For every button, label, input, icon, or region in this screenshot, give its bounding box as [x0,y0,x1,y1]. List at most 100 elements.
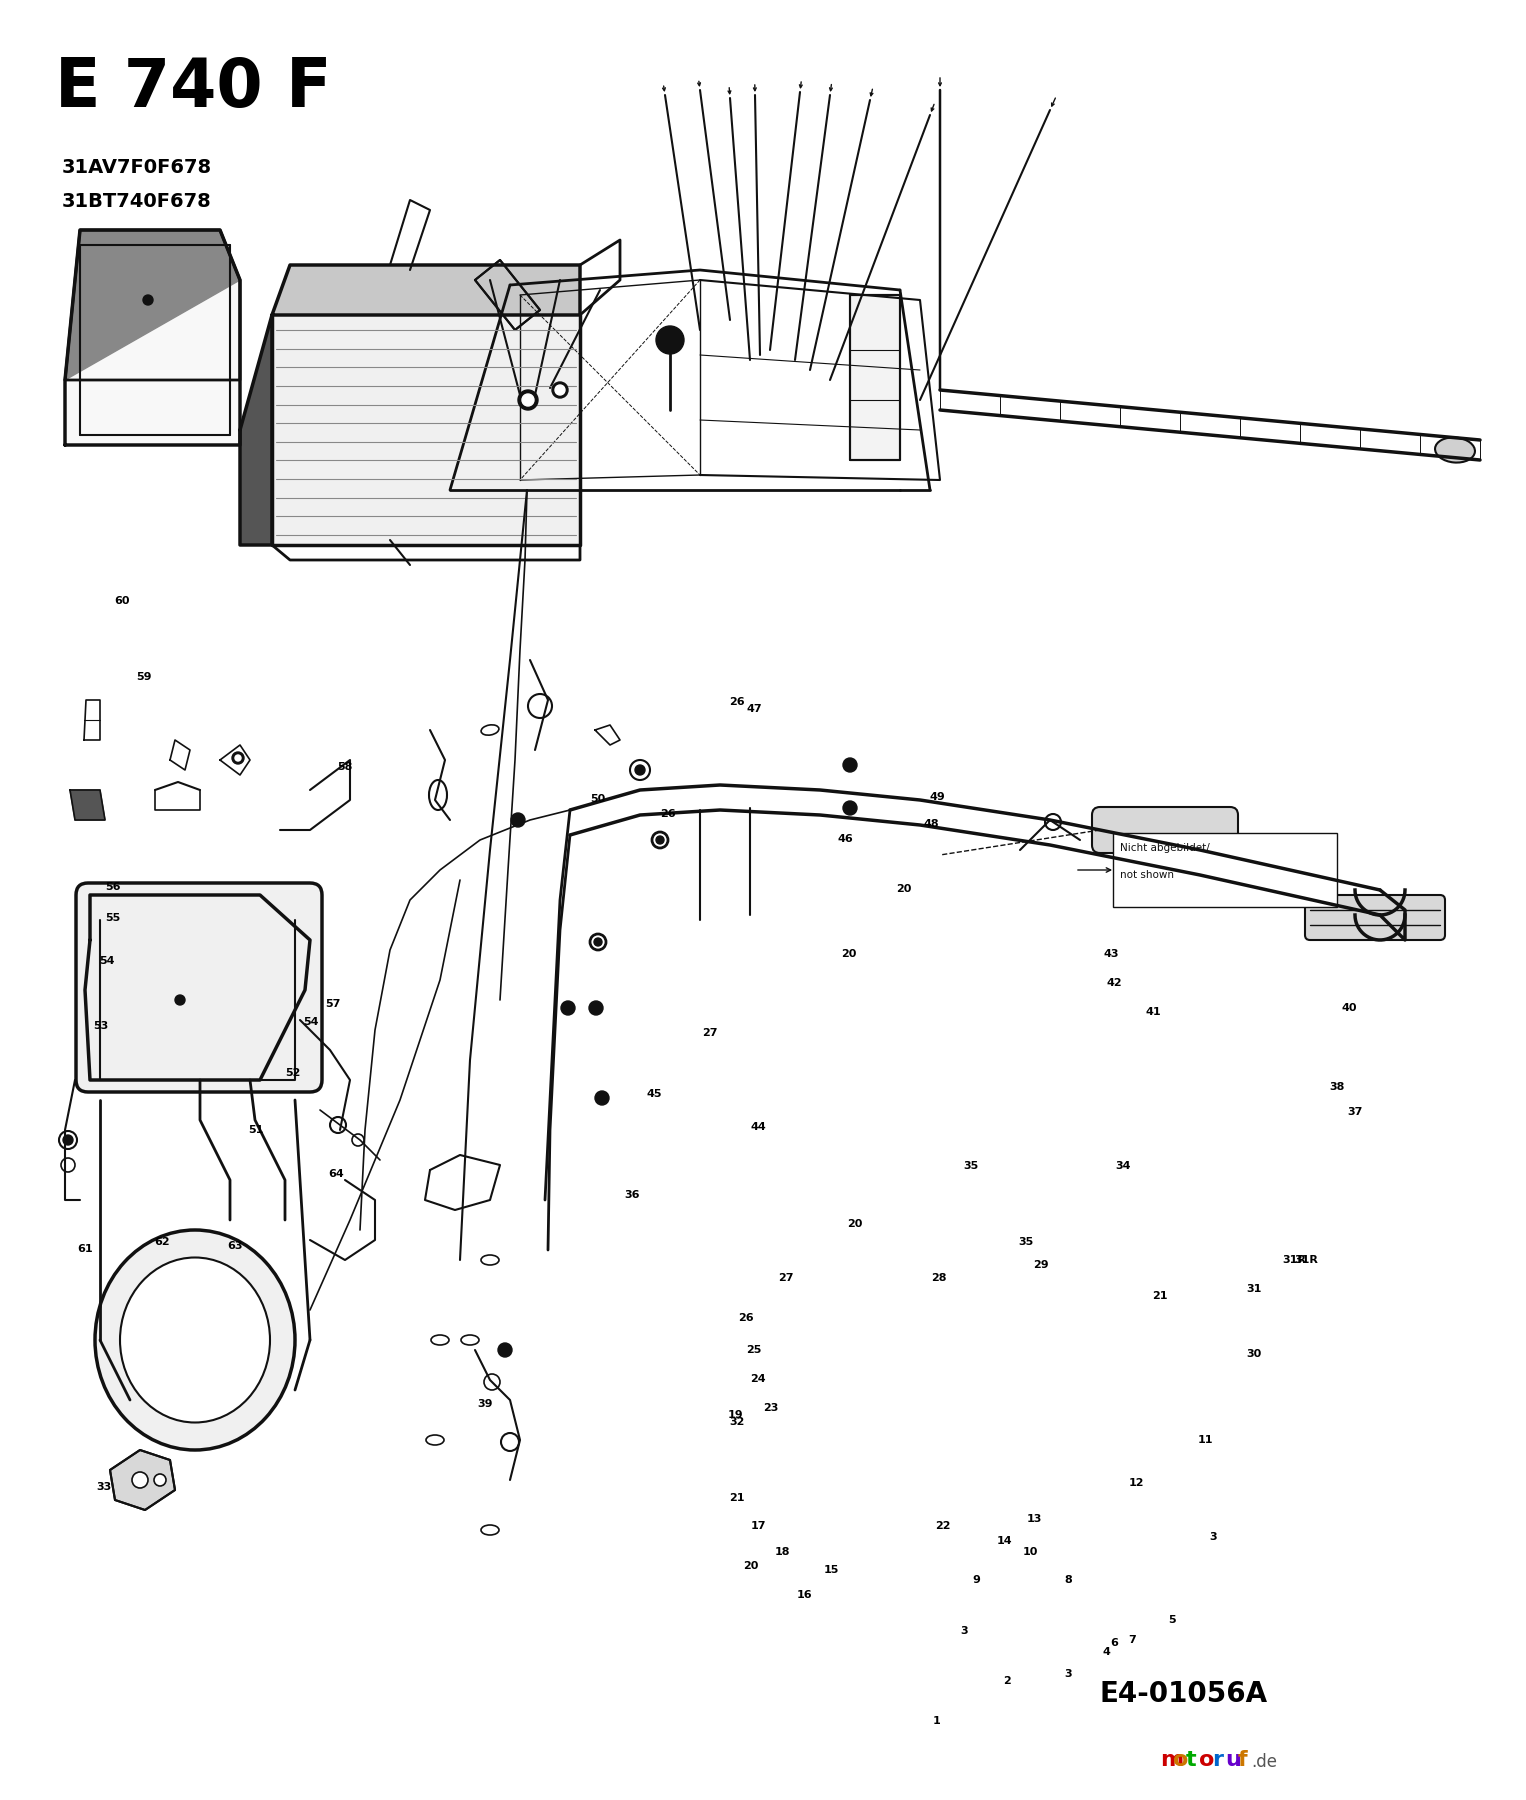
Polygon shape [110,1451,175,1510]
Text: 2: 2 [1003,1676,1012,1687]
Polygon shape [240,315,272,545]
Text: t: t [1186,1750,1196,1769]
Circle shape [232,752,244,763]
Text: 20: 20 [896,884,911,895]
Text: 31R: 31R [1282,1255,1306,1265]
Text: 22: 22 [935,1521,951,1532]
Text: 52: 52 [285,1067,301,1078]
Text: 20: 20 [847,1219,862,1229]
Text: 17: 17 [751,1521,766,1532]
Text: 43: 43 [1103,949,1119,959]
Text: 58: 58 [337,761,353,772]
Circle shape [484,1373,501,1390]
Text: 57: 57 [325,999,340,1010]
Text: 21: 21 [729,1492,745,1503]
Polygon shape [66,230,240,380]
Text: u: u [1225,1750,1241,1769]
Polygon shape [85,895,310,1080]
Text: 54: 54 [99,956,114,967]
Text: 21: 21 [1152,1291,1167,1301]
Circle shape [522,394,534,407]
Circle shape [552,382,568,398]
Text: 28: 28 [931,1273,946,1283]
Text: 44: 44 [751,1121,766,1132]
Text: 27: 27 [778,1273,794,1283]
Circle shape [235,754,241,761]
Text: 59: 59 [136,671,151,682]
Text: 55: 55 [105,913,121,923]
FancyBboxPatch shape [1112,833,1337,907]
Text: 8: 8 [1064,1575,1073,1586]
Circle shape [562,1001,575,1015]
Text: 30: 30 [1247,1348,1262,1359]
Circle shape [517,391,539,410]
Text: 23: 23 [763,1402,778,1413]
Polygon shape [475,259,540,329]
Text: 38: 38 [1329,1082,1344,1093]
FancyBboxPatch shape [1093,806,1238,853]
Circle shape [652,832,668,848]
Text: Nicht abgebildet/: Nicht abgebildet/ [1120,842,1210,853]
Circle shape [60,1130,76,1148]
Text: 49: 49 [929,792,945,803]
Text: 32: 32 [729,1417,745,1427]
Text: 56: 56 [105,882,121,893]
Polygon shape [70,790,105,821]
FancyBboxPatch shape [76,884,322,1093]
Text: 51: 51 [249,1125,264,1136]
Ellipse shape [461,1336,479,1345]
Text: E4-01056A: E4-01056A [1100,1679,1268,1708]
Text: 20: 20 [743,1561,758,1571]
Text: 7: 7 [1128,1634,1137,1645]
Circle shape [630,760,650,779]
Text: 4: 4 [1102,1647,1111,1658]
Text: 60: 60 [114,596,130,607]
Text: not shown: not shown [1120,869,1173,880]
Polygon shape [66,230,240,445]
Text: 42: 42 [1106,977,1122,988]
Text: E 740 F: E 740 F [55,56,331,121]
Text: 46: 46 [838,833,853,844]
Text: 64: 64 [328,1168,343,1179]
Text: 53: 53 [93,1021,108,1031]
Ellipse shape [95,1229,295,1451]
Text: 41: 41 [1146,1006,1161,1017]
Circle shape [656,326,684,355]
Text: 24: 24 [751,1373,766,1384]
Circle shape [656,835,664,844]
Text: 16: 16 [797,1589,812,1600]
Polygon shape [272,265,580,315]
Circle shape [591,934,606,950]
Ellipse shape [481,725,499,734]
Text: 39: 39 [478,1399,493,1409]
Circle shape [555,385,565,394]
Text: 1: 1 [932,1715,942,1726]
Text: 54: 54 [304,1017,319,1028]
Ellipse shape [481,1525,499,1535]
Text: 11: 11 [1198,1435,1213,1445]
Text: 33: 33 [96,1481,111,1492]
Circle shape [594,938,601,947]
Ellipse shape [1434,437,1476,463]
Text: 9: 9 [972,1575,981,1586]
Text: 45: 45 [647,1089,662,1100]
Ellipse shape [429,779,447,810]
Text: o: o [1199,1750,1215,1769]
Text: 18: 18 [775,1546,790,1557]
Text: 26: 26 [661,808,676,819]
Text: 13: 13 [1027,1514,1042,1525]
Circle shape [511,814,525,826]
Text: 31AV7F0F678: 31AV7F0F678 [63,158,212,176]
Text: 36: 36 [624,1190,639,1201]
Text: 3: 3 [961,1625,967,1636]
Text: 15: 15 [824,1564,839,1575]
Text: 48: 48 [923,819,938,830]
Ellipse shape [426,1435,444,1445]
Ellipse shape [430,1336,449,1345]
Text: 37: 37 [1347,1107,1363,1118]
Text: o: o [1173,1750,1189,1769]
Circle shape [1045,814,1061,830]
Text: 12: 12 [1129,1478,1144,1489]
Text: .de: .de [1251,1753,1277,1771]
Ellipse shape [121,1258,270,1422]
